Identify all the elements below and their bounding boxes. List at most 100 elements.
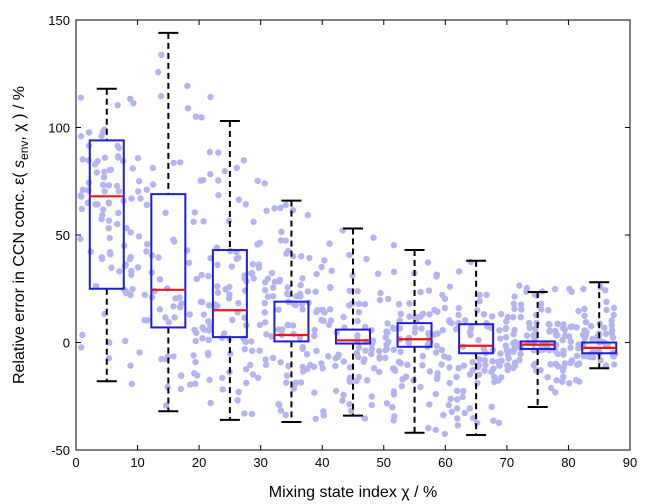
x-tick-label: 10: [130, 455, 144, 470]
scatter-point: [136, 349, 143, 356]
scatter-point: [495, 377, 502, 384]
scatter-point: [497, 310, 505, 318]
scatter-point: [105, 200, 113, 207]
scatter-point: [554, 363, 562, 370]
scatter-point: [277, 359, 284, 366]
scatter-point: [447, 395, 454, 402]
scatter-point: [363, 255, 370, 263]
scatter-point: [454, 415, 461, 422]
scatter-point: [318, 360, 325, 367]
scatter-point: [469, 367, 476, 374]
scatter-point: [158, 51, 165, 58]
scatter-point: [454, 396, 461, 403]
scatter-point: [178, 300, 185, 307]
scatter-point: [292, 379, 299, 386]
scatter-point: [79, 331, 86, 339]
scatter-point: [157, 92, 165, 100]
scatter-point: [589, 335, 596, 343]
scatter-point: [318, 263, 325, 271]
scatter-point: [552, 389, 559, 396]
scatter-point: [546, 321, 553, 328]
scatter-point: [156, 306, 163, 313]
scatter-point: [177, 159, 184, 166]
scatter-point: [215, 191, 222, 199]
y-tick-label: -50: [51, 443, 70, 458]
scatter-point: [580, 352, 587, 360]
scatter-point: [185, 259, 193, 267]
scatter-point: [565, 333, 573, 340]
scatter-point: [453, 373, 460, 381]
scatter-point: [376, 368, 383, 376]
scatter-point: [250, 218, 257, 225]
scatter-point: [504, 366, 511, 374]
scatter-point: [455, 268, 463, 275]
scatter-point: [214, 302, 221, 310]
scatter-point: [453, 326, 460, 333]
scatter-point: [608, 322, 615, 329]
scatter-point: [262, 356, 269, 363]
scatter-point: [107, 166, 115, 173]
scatter-point: [100, 181, 107, 189]
scatter-point: [608, 327, 616, 334]
scatter-point: [476, 291, 483, 299]
y-tick-label: 50: [56, 228, 70, 243]
scatter-point: [192, 358, 199, 366]
scatter-point: [504, 314, 511, 321]
scatter-point: [332, 387, 340, 395]
scatter-point: [314, 307, 321, 314]
scatter-point: [282, 411, 289, 419]
scatter-point: [448, 408, 455, 415]
scatter-point: [432, 426, 439, 434]
scatter-point: [601, 324, 608, 331]
x-axis-title: Mixing state index χ / %: [269, 484, 437, 501]
scatter-point: [242, 201, 249, 208]
scatter-point: [353, 349, 360, 357]
scatter-point: [496, 327, 503, 334]
x-tick-label: 50: [377, 455, 391, 470]
x-tick-label: 90: [623, 455, 637, 470]
scatter-point: [235, 388, 242, 396]
scatter-point: [476, 356, 483, 363]
scatter-point: [327, 284, 334, 291]
scatter-point: [105, 217, 113, 224]
scatter-point: [214, 283, 221, 290]
scatter-point: [240, 157, 247, 164]
scatter-point: [361, 301, 369, 308]
scatter-point: [483, 291, 490, 299]
scatter-point: [255, 261, 263, 268]
scatter-point: [339, 397, 346, 404]
scatter-point: [144, 317, 151, 324]
scatter-point: [511, 305, 518, 312]
scatter-point: [177, 372, 185, 379]
scatter-point: [346, 302, 353, 309]
scatter-point: [114, 220, 121, 228]
scatter-point: [418, 325, 425, 332]
scatter-point: [176, 294, 183, 301]
scatter-point: [135, 188, 142, 195]
scatter-point: [206, 148, 213, 156]
scatter-point: [581, 305, 588, 313]
scatter-point: [490, 417, 497, 424]
scatter-point: [275, 326, 282, 333]
scatter-point: [326, 240, 333, 247]
scatter-point: [419, 353, 427, 360]
scatter-point: [446, 379, 453, 387]
scatter-point: [277, 407, 285, 414]
y-axis-title-suffix: , χ ) / %: [11, 86, 28, 141]
scatter-point: [582, 319, 590, 326]
scatter-point: [390, 346, 397, 353]
scatter-point: [475, 362, 482, 369]
scatter-point: [77, 94, 85, 101]
scatter-point: [198, 114, 205, 121]
y-axis-title-subscript: env: [17, 141, 31, 160]
scatter-point: [200, 311, 208, 318]
scatter-point: [377, 289, 384, 297]
scatter-point: [235, 196, 243, 203]
scatter-point: [446, 364, 453, 371]
box-7: [458, 259, 495, 436]
box-6: [396, 249, 433, 434]
scatter-point: [205, 318, 212, 325]
scatter-point: [78, 344, 85, 351]
scatter-point: [417, 288, 424, 296]
scatter-point: [155, 254, 162, 261]
